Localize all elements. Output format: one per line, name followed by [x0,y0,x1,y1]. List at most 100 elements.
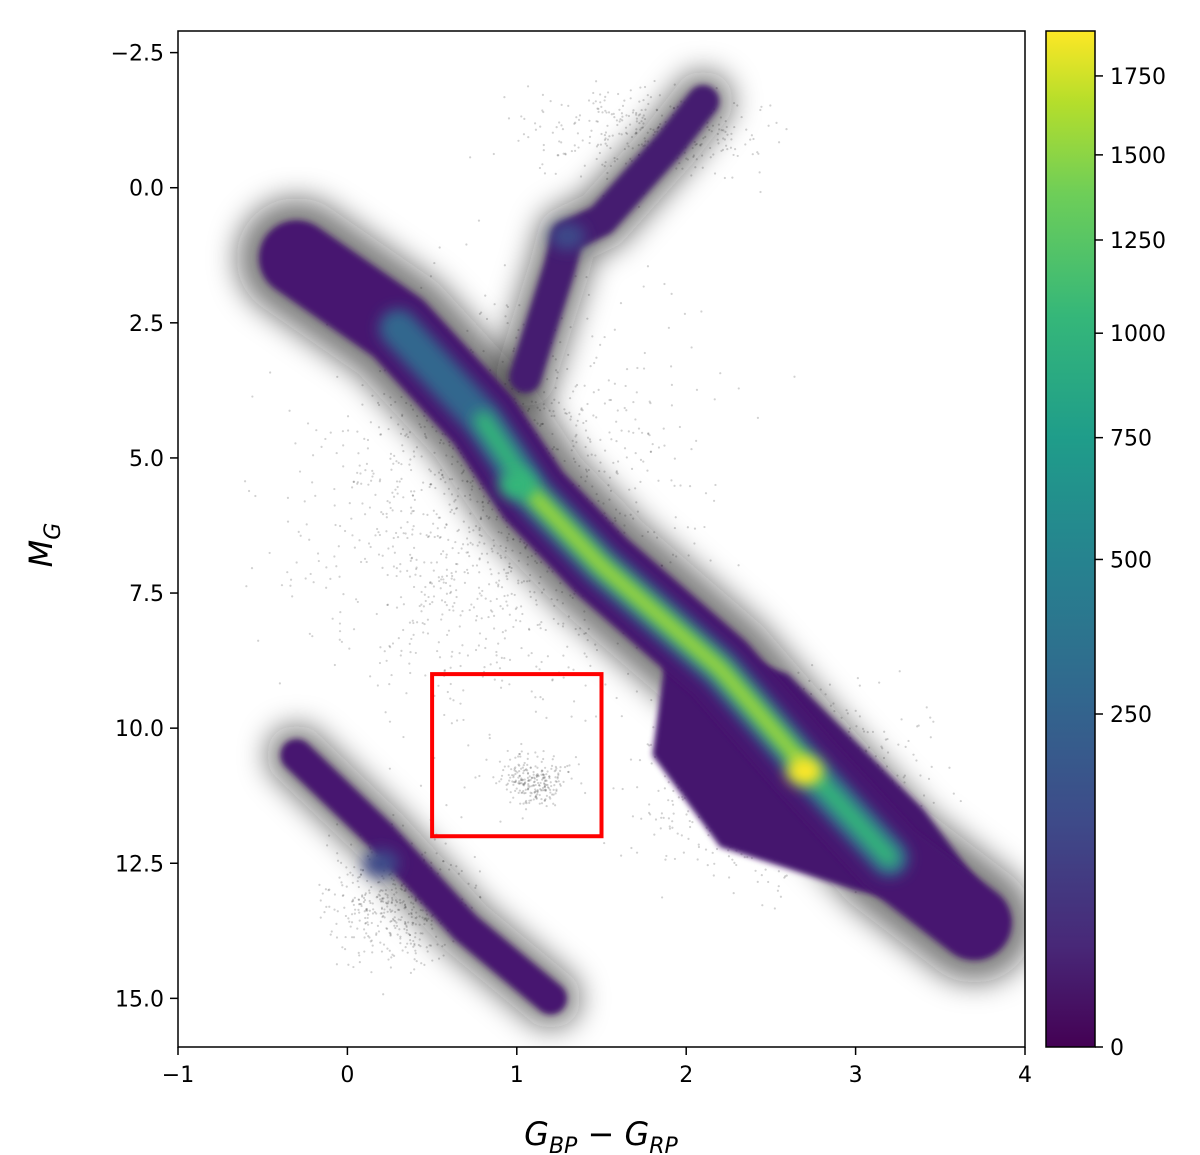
star-point [643,351,646,355]
star-point [520,115,523,118]
star-point [365,462,369,465]
x-tick-label: 1 [510,1063,524,1088]
star-point [349,871,352,874]
star-point [626,132,629,135]
star-point [567,770,570,774]
star-point [671,803,675,806]
star-point [731,858,734,861]
star-point [385,659,388,662]
star-point [474,776,477,779]
star-point [412,546,416,549]
star-point [495,782,498,785]
star-point [533,780,536,783]
star-point [519,755,522,758]
star-point [506,604,509,607]
star-point [618,120,621,123]
star-point [392,919,395,922]
star-point [440,552,443,556]
star-point [380,899,383,902]
star-point [615,470,618,473]
star-point [335,922,338,926]
star-point [615,696,618,700]
star-point [490,573,493,576]
star-point [758,171,761,174]
star-point [387,547,390,550]
star-point [503,594,506,598]
star-point [409,939,412,942]
star-point [653,833,656,836]
star-point [589,440,592,443]
star-point [679,484,682,487]
star-point [527,783,530,786]
star-point [478,558,481,561]
colorbar-tick-label: 250 [1110,703,1152,728]
star-point [916,725,919,728]
star-point [624,126,628,129]
star-point [603,165,606,168]
star-point [333,893,337,896]
star-point [409,468,413,472]
star-point [493,678,496,681]
star-point [623,99,626,102]
star-point [408,933,412,937]
star-point [352,903,355,907]
star-point [291,595,294,598]
star-point [338,622,342,625]
star-point [358,911,361,914]
star-point [714,483,717,487]
star-point [668,825,671,828]
star-point [551,678,554,681]
star-point [462,520,465,523]
star-point [541,789,544,792]
star-point [435,513,438,516]
star-point [361,894,364,897]
star-point [432,509,435,512]
star-point [649,813,652,816]
star-point [304,577,307,580]
star-point [663,444,666,447]
star-point [709,156,712,159]
star-point [420,455,423,458]
star-point [543,172,547,175]
star-point [671,799,674,803]
star-point [575,441,578,444]
star-point [397,461,400,464]
star-point [722,129,725,132]
star-point [522,133,526,136]
star-point [480,534,483,538]
star-point [628,123,632,126]
star-point [500,778,503,781]
star-point [333,504,336,507]
star-point [342,444,345,447]
y-tick-label: 5.0 [129,447,164,472]
star-point [543,780,547,783]
star-point [403,907,406,910]
star-point [383,650,386,653]
star-point [410,512,413,515]
star-point [660,816,663,819]
star-point [519,779,523,782]
star-point [385,927,389,930]
star-point [483,666,486,669]
star-point [401,428,405,431]
star-point [333,908,336,911]
star-point [552,788,555,791]
star-point [325,566,328,569]
star-point [445,553,448,556]
star-point [588,119,591,122]
star-point [379,920,382,923]
star-point [529,794,532,797]
star-point [478,527,481,530]
star-point [563,408,566,411]
star-point [430,483,433,486]
star-point [335,565,338,568]
star-point [530,776,534,779]
star-point [552,617,555,621]
main-sequence-core [527,489,811,772]
star-point [455,589,458,592]
star-point [446,690,449,694]
star-point [399,432,403,435]
star-point [388,720,392,723]
star-point [510,592,513,595]
star-point [709,559,712,562]
